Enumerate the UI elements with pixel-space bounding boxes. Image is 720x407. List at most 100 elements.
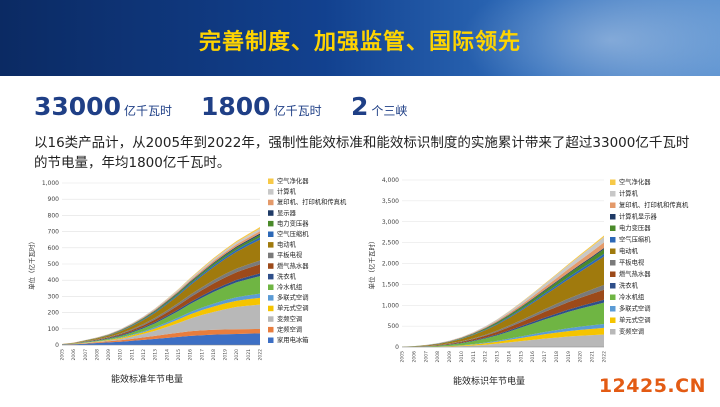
legend-label: 燃气热水器 xyxy=(277,261,309,270)
y-tick-label: 1,500 xyxy=(382,281,399,288)
legend-label: 家用电冰箱 xyxy=(277,335,308,344)
legend-swatch xyxy=(268,199,274,206)
x-axis-label: 能效标准年节电量 xyxy=(111,373,183,385)
stat-value: 1800 xyxy=(201,92,271,121)
legend-swatch xyxy=(268,284,274,290)
legend-label: 单元式空调 xyxy=(277,303,308,312)
x-tick-label: 2006 xyxy=(71,349,77,361)
y-axis-label: 单位（亿千瓦时） xyxy=(27,238,36,290)
y-tick-label: 4,000 xyxy=(382,177,399,184)
x-tick-label: 2020 xyxy=(234,349,240,361)
legend-swatch xyxy=(610,214,616,220)
x-tick-label: 2012 xyxy=(483,351,489,363)
legend-label: 计算机 xyxy=(619,189,639,198)
legend-label: 平板电视 xyxy=(619,258,645,267)
x-tick-label: 2016 xyxy=(530,351,536,363)
y-tick-label: 200 xyxy=(48,310,60,317)
series-area-电动机 xyxy=(62,239,260,345)
x-tick-label: 2014 xyxy=(164,349,170,361)
series-area-冷水机组 xyxy=(402,302,604,347)
legend-swatch xyxy=(610,294,616,300)
series-area-定频空调 xyxy=(62,328,260,345)
legend-label: 洗衣机 xyxy=(277,271,297,280)
x-tick-label: 2008 xyxy=(435,351,441,363)
legend-label: 显示器 xyxy=(277,209,297,217)
legend-swatch xyxy=(268,305,274,312)
y-tick-label: 700 xyxy=(48,229,60,236)
x-tick-label: 2009 xyxy=(447,351,453,363)
legend-label: 复印机、打印机和传真机 xyxy=(277,197,347,206)
stat-value: 33000 xyxy=(34,92,121,121)
series-area-电力变压器 xyxy=(62,234,260,345)
stat-total-savings: 33000 亿千瓦时 xyxy=(34,92,172,121)
legend-swatch xyxy=(268,210,274,216)
series-area-空气压缩机 xyxy=(62,237,260,345)
series-area-洗衣机 xyxy=(62,273,260,345)
legend-swatch xyxy=(610,237,616,243)
legend-swatch xyxy=(610,317,616,323)
legend-label: 复印机、打印机和传真机 xyxy=(619,200,689,209)
legend-swatch xyxy=(268,263,274,269)
series-area-计算机 xyxy=(62,228,260,345)
x-tick-label: 2008 xyxy=(94,349,100,361)
legend-label: 电力变压器 xyxy=(277,218,309,227)
y-tick-label: 600 xyxy=(48,245,60,252)
legend-swatch xyxy=(610,248,616,254)
x-tick-label: 2010 xyxy=(459,351,465,363)
y-tick-label: 100 xyxy=(48,326,60,333)
legend-label: 空气净化器 xyxy=(619,177,651,186)
x-tick-label: 2013 xyxy=(495,351,501,363)
stat-three-gorges: 2 个三峡 xyxy=(351,92,407,121)
x-tick-label: 2018 xyxy=(554,351,560,363)
legend-swatch xyxy=(610,306,616,312)
x-tick-label: 2020 xyxy=(578,351,584,363)
stat-unit: 亿千瓦时 xyxy=(123,104,172,118)
x-tick-label: 2005 xyxy=(400,351,406,363)
x-tick-label: 2017 xyxy=(199,349,205,361)
x-tick-label: 2017 xyxy=(542,351,548,363)
x-tick-label: 2013 xyxy=(153,349,159,361)
series-area-多联式空调 xyxy=(402,323,604,347)
y-tick-label: 2,500 xyxy=(382,240,399,247)
stat-unit: 亿千瓦时 xyxy=(273,104,322,118)
series-area-变频空调 xyxy=(62,304,260,345)
series-area-冷水机组 xyxy=(62,276,260,345)
series-area-空气净化器 xyxy=(62,227,260,345)
legend-swatch xyxy=(268,252,274,259)
y-tick-label: 500 xyxy=(48,261,60,268)
x-tick-label: 2015 xyxy=(518,351,524,363)
legend-swatch xyxy=(268,273,274,280)
legend-swatch xyxy=(268,189,274,195)
x-tick-label: 2014 xyxy=(506,351,512,363)
legend-label: 变频空调 xyxy=(277,314,302,323)
x-tick-label: 2011 xyxy=(129,349,135,361)
stat-value: 2 xyxy=(351,92,369,121)
legend-label: 变频空调 xyxy=(619,327,644,336)
legend-label: 空气压缩机 xyxy=(619,235,651,244)
x-tick-label: 2006 xyxy=(411,351,417,363)
x-tick-label: 2022 xyxy=(258,349,264,361)
series-area-家用电冰箱 xyxy=(62,333,260,345)
y-tick-label: 1,000 xyxy=(42,180,59,187)
x-tick-label: 2019 xyxy=(223,349,229,361)
stat-unit: 个三峡 xyxy=(371,104,408,118)
site-watermark: 12425.CN xyxy=(598,375,706,397)
legend-label: 空气压缩机 xyxy=(277,229,309,238)
series-area-单元式空调 xyxy=(62,297,260,345)
legend-swatch xyxy=(268,242,274,248)
legend-swatch xyxy=(268,231,274,237)
legend-label: 洗衣机 xyxy=(619,281,639,290)
legend-label: 多联式空调 xyxy=(619,304,650,313)
x-axis-label: 能效标识年节电量 xyxy=(453,375,525,387)
legend-label: 电力变压器 xyxy=(619,223,651,232)
legend-label: 空气净化器 xyxy=(277,176,309,185)
x-tick-label: 2007 xyxy=(83,349,89,361)
x-tick-label: 2005 xyxy=(60,349,66,361)
y-tick-label: 3,500 xyxy=(382,198,399,205)
legend-label: 定频空调 xyxy=(277,324,302,333)
legend-swatch xyxy=(268,337,274,343)
x-tick-label: 2011 xyxy=(471,351,477,363)
legend-swatch xyxy=(268,316,274,322)
series-area-复印机、打印机和传真机 xyxy=(62,231,260,345)
legend-label: 电动机 xyxy=(277,240,297,249)
